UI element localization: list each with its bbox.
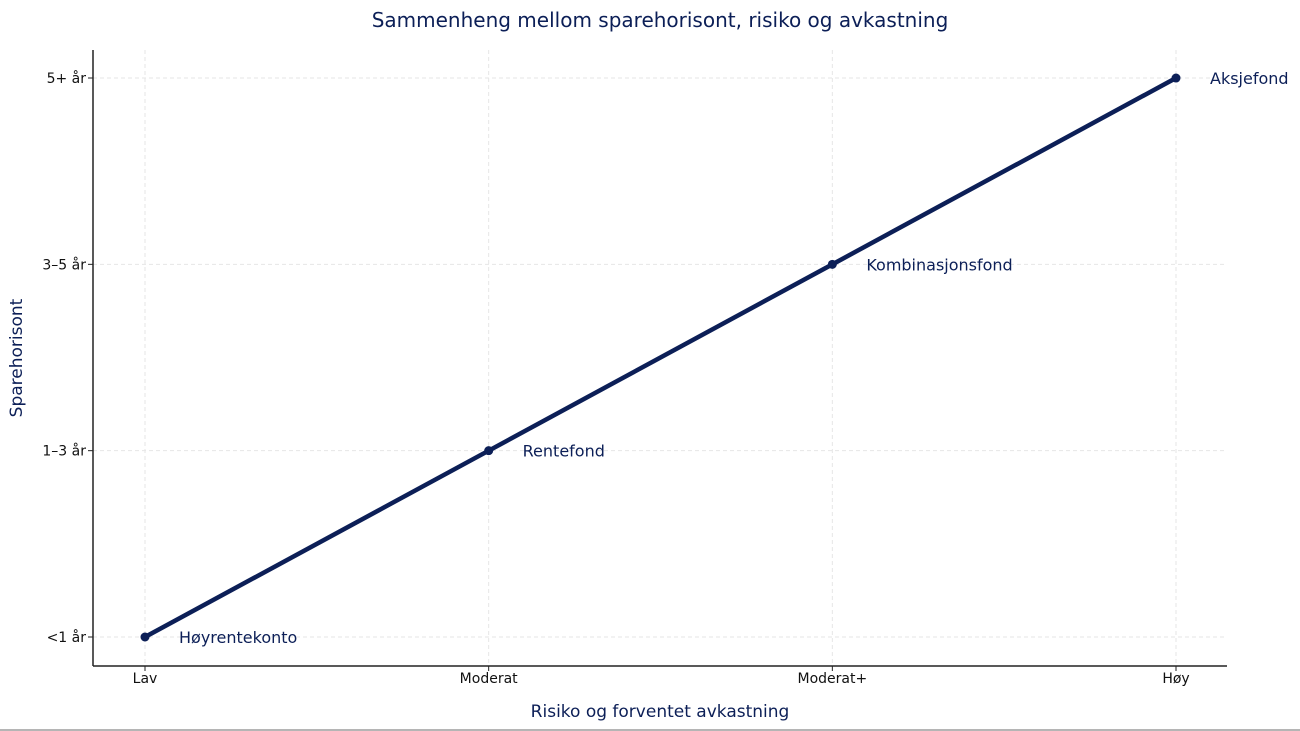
y-tick-label: 5+ år xyxy=(47,70,87,87)
x-tick-label: Moderat+ xyxy=(797,671,867,687)
series-line xyxy=(143,76,1178,639)
x-tick-label: Høy xyxy=(1162,671,1189,687)
data-label: Rentefond xyxy=(523,442,605,461)
grid xyxy=(93,50,1227,666)
data-label: Kombinasjonsfond xyxy=(866,255,1012,274)
x-tick-label: Lav xyxy=(133,671,158,687)
chart-title: Sammenheng mellom sparehorisont, risiko … xyxy=(372,8,949,32)
x-axis-label: Risiko og forventet avkastning xyxy=(531,702,790,722)
bottom-divider xyxy=(0,729,1300,731)
y-axis-label: Sparehorisont xyxy=(7,298,27,417)
ticks: Lav Moderat Moderat+ Høy <1 år 1–3 år 3–5 år 5+… xyxy=(42,70,1189,687)
y-tick-label: <1 år xyxy=(47,629,87,646)
x-tick-label: Moderat xyxy=(460,671,518,687)
data-point xyxy=(827,259,837,269)
axes xyxy=(92,50,1227,667)
series: Høyrentekonto Rentefond Kombinasjonsfond Ak… xyxy=(140,69,1289,647)
data-point xyxy=(1171,73,1181,83)
data-point xyxy=(140,632,150,642)
data-point xyxy=(484,446,494,456)
y-tick-label: 1–3 år xyxy=(42,443,86,460)
data-label: Høyrentekonto xyxy=(179,628,297,647)
y-tick-label: 3–5 år xyxy=(42,256,86,273)
data-label: Aksjefond xyxy=(1210,69,1289,88)
